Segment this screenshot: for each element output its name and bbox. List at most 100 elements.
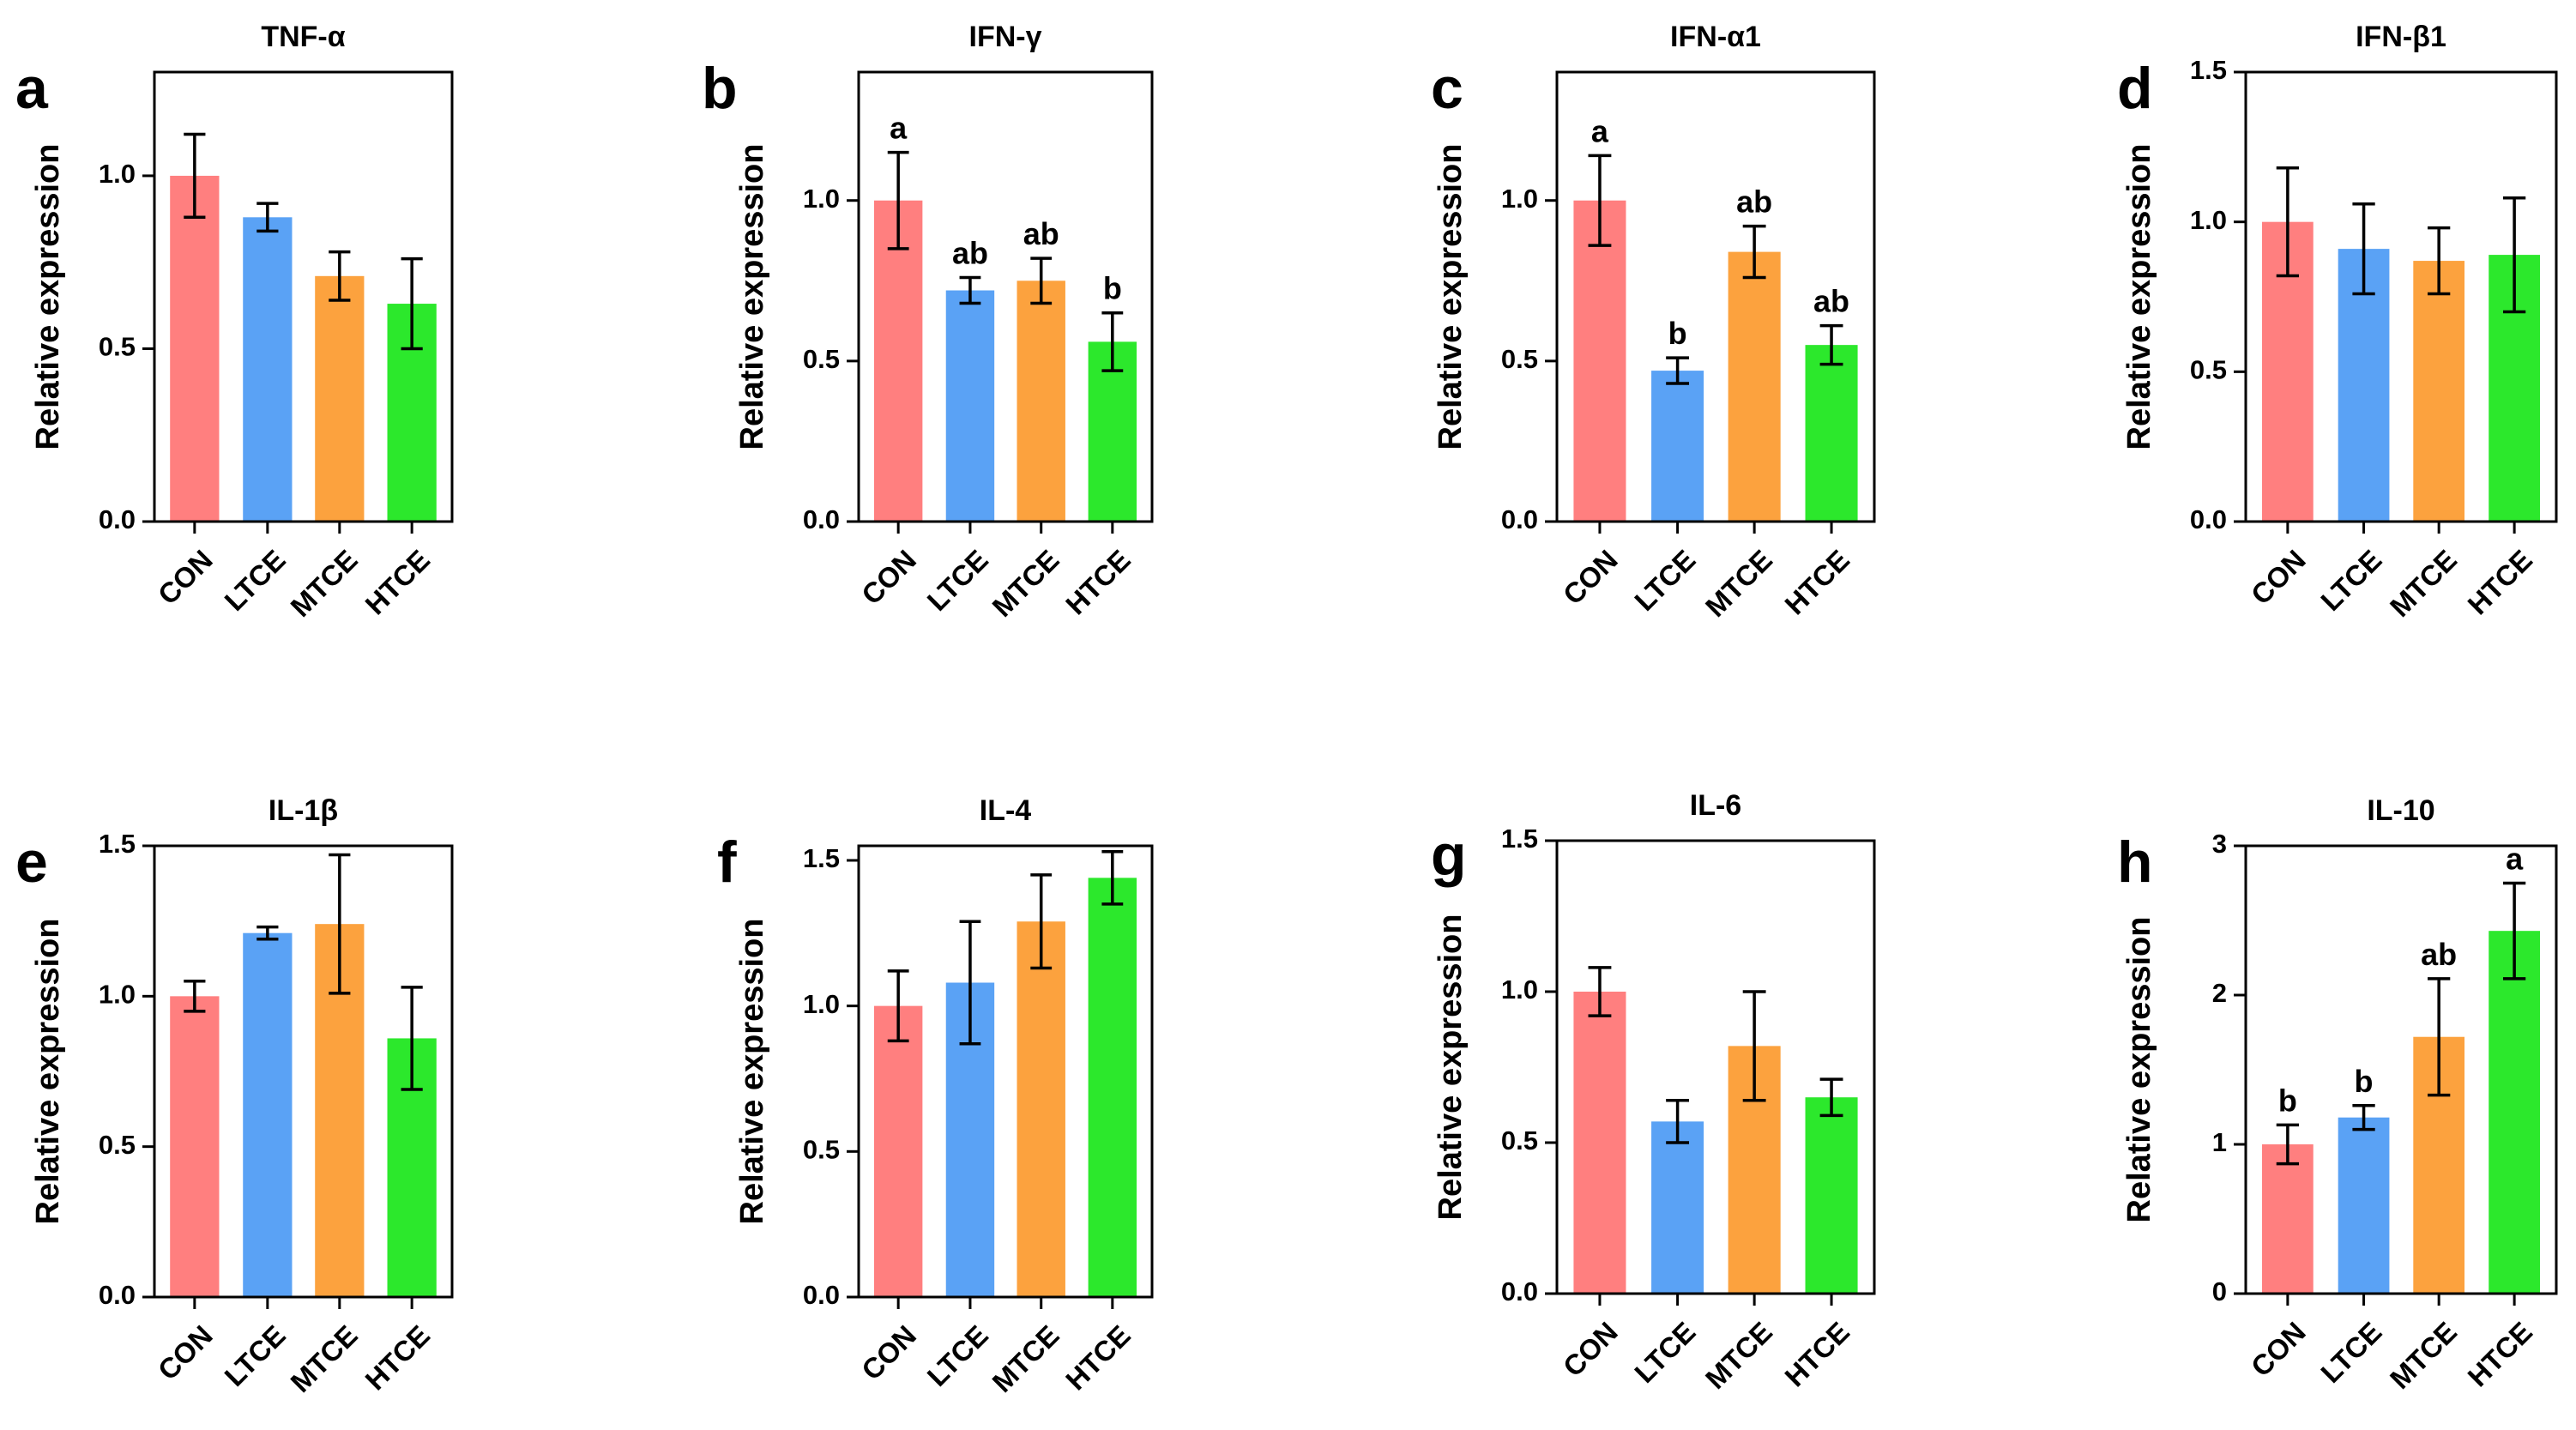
error-bar bbox=[887, 969, 909, 1043]
y-tick-label: 1.5 bbox=[2190, 55, 2227, 85]
significance-label: b bbox=[2355, 1064, 2374, 1099]
x-tick-label: LTCE bbox=[2314, 1316, 2387, 1389]
bar-con bbox=[170, 175, 220, 522]
significance-label: ab bbox=[2421, 937, 2457, 972]
bar-mtce bbox=[1728, 251, 1781, 522]
panel-title: IFN-γ bbox=[969, 21, 1042, 53]
significance-label: ab bbox=[1813, 284, 1849, 319]
x-tick-label: HTCE bbox=[1778, 544, 1855, 621]
plot-frame bbox=[153, 844, 454, 1299]
error-bar bbox=[2428, 226, 2451, 296]
error-bar bbox=[2276, 166, 2300, 278]
error-bar bbox=[1819, 1077, 1843, 1118]
error-bar bbox=[1588, 966, 1612, 1017]
panel-letter: e bbox=[15, 830, 48, 895]
significance-label: b bbox=[2278, 1083, 2297, 1118]
y-axis-label: Relative expression bbox=[1433, 144, 1469, 450]
x-tick-label: MTCE bbox=[2384, 1316, 2463, 1395]
error-bar bbox=[2502, 881, 2526, 980]
significance-label: ab bbox=[952, 236, 988, 271]
bar-ltce bbox=[243, 932, 293, 1297]
x-tick-label: MTCE bbox=[1699, 544, 1778, 623]
y-tick-label: 0 bbox=[2212, 1276, 2227, 1306]
y-tick-label: 2 bbox=[2212, 978, 2227, 1008]
chart-panel-a: a TNF-α Relative expression 0.0 0.5 1.0 CON LTC… bbox=[15, 21, 454, 623]
error-bar bbox=[401, 986, 423, 1091]
bar-mtce bbox=[2413, 261, 2465, 522]
error-bar bbox=[2352, 202, 2375, 296]
x-tick-label: MTCE bbox=[1699, 1316, 1778, 1395]
bar-ltce bbox=[2338, 1117, 2390, 1294]
bar-htce bbox=[1088, 878, 1137, 1297]
bar-con bbox=[170, 996, 220, 1297]
x-tick-label: MTCE bbox=[986, 544, 1065, 623]
x-tick-label: CON bbox=[152, 1319, 219, 1386]
error-bar bbox=[887, 150, 909, 250]
x-tick-label: HTCE bbox=[1059, 1319, 1137, 1397]
significance-label: a bbox=[1591, 113, 1609, 148]
bar-mtce bbox=[1017, 281, 1065, 522]
y-axis-label: Relative expression bbox=[734, 144, 770, 450]
x-tick-label: HTCE bbox=[1059, 544, 1137, 621]
error-bar bbox=[401, 256, 423, 351]
x-tick-label: LTCE bbox=[218, 544, 291, 617]
y-axis-label: Relative expression bbox=[734, 919, 770, 1225]
error-bar bbox=[1030, 256, 1053, 305]
y-tick-label: 1.0 bbox=[2190, 205, 2227, 235]
y-tick-label: 0.0 bbox=[803, 504, 840, 534]
error-bar bbox=[959, 275, 981, 305]
plot-frame bbox=[2244, 70, 2558, 523]
x-tick-label: HTCE bbox=[359, 1319, 436, 1397]
x-tick-label: CON bbox=[855, 1319, 922, 1386]
significance-label: ab bbox=[1736, 184, 1772, 220]
error-bar bbox=[184, 980, 206, 1013]
bar-con bbox=[2262, 1144, 2314, 1294]
error-bar bbox=[2352, 1104, 2375, 1131]
x-tick-label: HTCE bbox=[359, 544, 436, 621]
y-tick-label: 1.5 bbox=[803, 843, 840, 873]
error-bar bbox=[2428, 977, 2451, 1097]
error-bar bbox=[959, 920, 981, 1046]
bar-htce bbox=[1805, 345, 1858, 522]
bar-con bbox=[873, 1005, 923, 1297]
error-bar bbox=[1101, 311, 1124, 372]
x-tick-label: MTCE bbox=[284, 544, 363, 623]
panel-letter: g bbox=[1431, 823, 1467, 888]
error-bar bbox=[256, 202, 279, 233]
panel-title: IL-4 bbox=[980, 794, 1032, 827]
chart-panel-d: d IFN-β1 Relative expression 0.0 0.5 1.0 1.5 CO… bbox=[2117, 21, 2558, 623]
bar-ltce bbox=[1651, 371, 1704, 522]
bar-mtce bbox=[1017, 921, 1065, 1297]
bar-con bbox=[1573, 992, 1626, 1294]
x-tick-label: LTCE bbox=[921, 544, 994, 617]
error-bar bbox=[184, 132, 206, 220]
y-tick-label: 1.5 bbox=[99, 829, 136, 859]
bar-ltce bbox=[1651, 1121, 1704, 1294]
x-tick-label: LTCE bbox=[218, 1319, 291, 1392]
significance-label: a bbox=[2506, 842, 2524, 877]
bar-mtce bbox=[315, 275, 365, 522]
panel-title: IL-6 bbox=[1690, 789, 1741, 822]
y-tick-label: 3 bbox=[2212, 829, 2227, 859]
y-tick-label: 0.5 bbox=[99, 332, 136, 362]
plot-frame bbox=[2244, 844, 2558, 1295]
y-tick-label: 1.0 bbox=[1501, 184, 1538, 214]
y-tick-label: 0.0 bbox=[803, 1280, 840, 1310]
error-bar bbox=[1666, 356, 1690, 385]
error-bar bbox=[2502, 196, 2526, 314]
y-tick-label: 0.5 bbox=[1501, 1125, 1538, 1155]
y-tick-label: 0.0 bbox=[99, 1280, 136, 1310]
error-bar bbox=[1742, 224, 1766, 280]
x-tick-label: LTCE bbox=[1628, 544, 1701, 617]
plot-frame bbox=[153, 70, 454, 523]
significance-label: b bbox=[1668, 316, 1687, 351]
x-tick-label: CON bbox=[855, 544, 922, 611]
error-bar bbox=[329, 250, 351, 302]
chart-panel-f: f IL-4 Relative expression 0.0 0.5 1.0 1.5 CONL… bbox=[717, 794, 1154, 1398]
error-bar bbox=[1030, 873, 1053, 970]
x-tick-label: CON bbox=[1557, 1316, 1624, 1383]
y-tick-label: 1 bbox=[2212, 1127, 2227, 1157]
y-tick-label: 1.0 bbox=[1501, 974, 1538, 1005]
error-bar bbox=[2276, 1123, 2300, 1166]
